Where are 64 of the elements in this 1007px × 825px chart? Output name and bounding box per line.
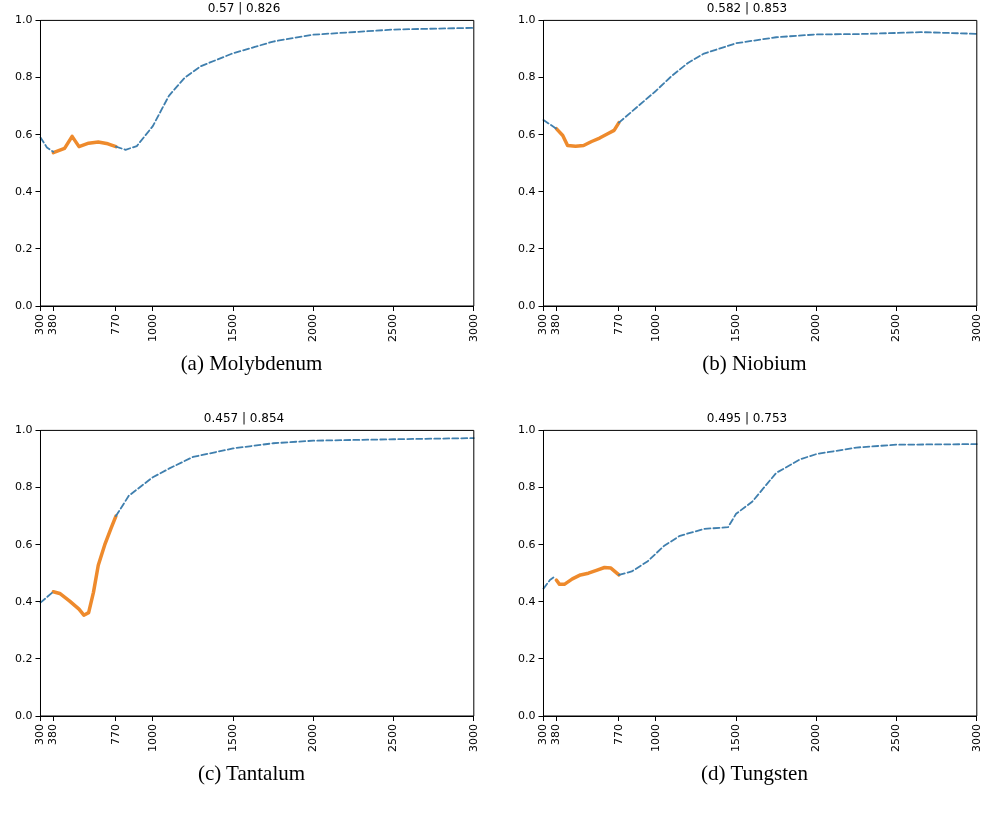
y-tick-label: 0.2 — [14, 241, 33, 255]
x-tick-label: 300 — [33, 724, 47, 746]
chart-title: 0.57 | 0.826 — [207, 1, 281, 16]
y-tick-label: 0.2 — [517, 241, 536, 255]
y-tick-label: 0.0 — [517, 298, 536, 312]
x-tick-label: 1000 — [648, 314, 662, 343]
y-tick-label: 0.0 — [14, 708, 33, 722]
y-tick-label: 1.0 — [14, 423, 33, 437]
x-tick-label: 770 — [611, 314, 625, 336]
x-tick-label: 1000 — [648, 724, 662, 753]
x-tick-label: 2000 — [809, 724, 823, 753]
x-tick-label: 300 — [33, 314, 47, 336]
x-tick-label: 300 — [536, 314, 550, 336]
x-tick-label: 3000 — [969, 724, 983, 753]
y-tick-label: 0.0 — [14, 298, 33, 312]
x-tick-label: 1500 — [225, 314, 239, 343]
y-tick-label: 0.8 — [14, 70, 33, 84]
y-tick-label: 0.6 — [517, 537, 536, 551]
y-tick-label: 1.0 — [14, 13, 33, 27]
y-tick-label: 0.4 — [14, 594, 33, 608]
x-tick-label: 3000 — [969, 314, 983, 343]
text: (a) Molybdenum — [179, 351, 324, 376]
x-tick-label: 3000 — [466, 314, 480, 343]
x-tick-label: 380 — [46, 724, 60, 746]
x-tick-label: 2000 — [306, 724, 320, 753]
y-tick-label: 0.8 — [517, 480, 536, 494]
text: (b) Niobium — [701, 351, 808, 376]
y-tick-label: 0.6 — [517, 127, 536, 141]
y-tick-label: 0.8 — [517, 70, 536, 84]
y-tick-label: 0.0 — [517, 708, 536, 722]
x-tick-label: 1500 — [225, 724, 239, 753]
y-tick-label: 0.6 — [14, 537, 33, 551]
text: (c) Tantalum — [196, 761, 307, 786]
x-tick-label: 2500 — [889, 314, 903, 343]
y-tick-label: 0.4 — [517, 594, 536, 608]
x-tick-label: 2500 — [386, 724, 400, 753]
x-tick-label: 1000 — [145, 314, 159, 343]
x-tick-label: 2000 — [809, 314, 823, 343]
y-tick-label: 1.0 — [517, 13, 536, 27]
x-tick-label: 1500 — [728, 314, 742, 343]
y-tick-label: 0.4 — [14, 184, 33, 198]
x-tick-label: 2500 — [386, 314, 400, 343]
x-tick-label: 2500 — [889, 724, 903, 753]
y-tick-label: 0.4 — [517, 184, 536, 198]
x-tick-label: 380 — [46, 314, 60, 336]
x-tick-label: 1500 — [728, 724, 742, 753]
x-tick-label: 3000 — [466, 724, 480, 753]
y-tick-label: 0.6 — [14, 127, 33, 141]
chart-title: 0.582 | 0.853 — [706, 1, 788, 16]
y-tick-label: 0.8 — [14, 480, 33, 494]
text: (d) Tungsten — [700, 761, 809, 786]
chart-title: 0.457 | 0.854 — [203, 411, 285, 426]
x-tick-label: 770 — [108, 314, 122, 336]
y-tick-label: 0.2 — [14, 651, 33, 665]
y-tick-label: 1.0 — [517, 423, 536, 437]
x-tick-label: 770 — [611, 724, 625, 746]
x-tick-label: 380 — [549, 724, 563, 746]
x-tick-label: 1000 — [145, 724, 159, 753]
x-tick-label: 380 — [549, 314, 563, 336]
x-tick-label: 2000 — [306, 314, 320, 343]
y-tick-label: 0.2 — [517, 651, 536, 665]
x-tick-label: 300 — [536, 724, 550, 746]
x-tick-label: 770 — [108, 724, 122, 746]
chart-title: 0.495 | 0.753 — [706, 411, 788, 426]
